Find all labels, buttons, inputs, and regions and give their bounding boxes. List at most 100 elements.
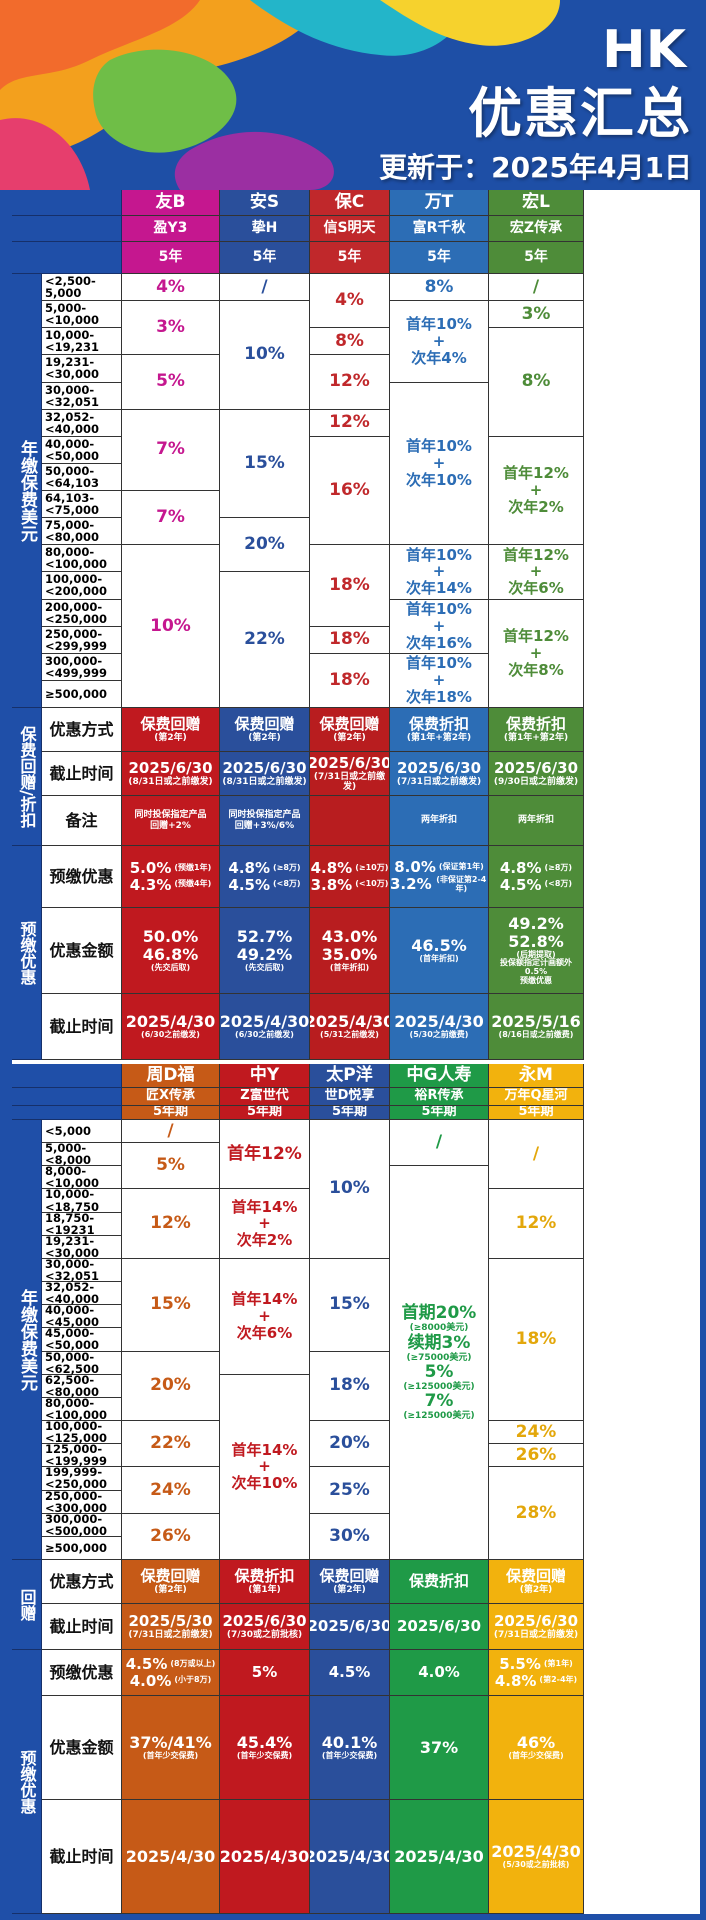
prepay-cond: (保证第1年)	[438, 862, 484, 872]
method-text: 保费回赠	[140, 715, 201, 734]
amount-text: 40.1%	[321, 1733, 378, 1753]
deadline-cell: 2025/6/30 (7/30或之前批核)	[220, 1604, 310, 1650]
amount-text: 49.2%	[236, 945, 293, 965]
discount-value: 首年14% + 次年2%	[231, 1197, 298, 1250]
discount-cell: 15%	[220, 409, 310, 519]
prepay-line: 4.8% (第2-4年)	[495, 1672, 577, 1690]
prepay-rate: 3.2%	[390, 875, 432, 894]
discount-cell: 12%	[310, 355, 390, 410]
discount-value: 22%	[244, 629, 285, 650]
amount-cell: 37%/41% (首年少交保费)	[122, 1696, 220, 1800]
method-text: (第1年+第2年)	[503, 732, 569, 743]
amount-text: (首年折扣)	[329, 962, 370, 972]
pdl-text: (5/30或之前批核)	[502, 1859, 570, 1869]
deadline-text: 2025/6/30	[222, 1612, 307, 1631]
amount-cell: 46% (首年少交保费)	[489, 1696, 584, 1800]
discount-cell: 18%	[489, 1258, 584, 1422]
amount-text: 52.7%	[236, 927, 293, 947]
prepay-cell: 4.5%	[310, 1650, 390, 1696]
prepay-rate: 4.5%	[125, 1654, 168, 1673]
discount-cell: 7%	[122, 491, 220, 546]
discount-cell: 首年14% + 次年6%	[220, 1258, 310, 1375]
discount-value: 20%	[329, 1433, 370, 1454]
col-product-1: Z富世代	[220, 1088, 310, 1106]
prepay-rate: 8.0%	[394, 858, 436, 877]
method-text: 保费折扣	[505, 715, 566, 734]
prepay-line: 4.8% (≥8万)	[499, 858, 572, 877]
prepay-cond: (预缴1年)	[174, 862, 212, 872]
method-text: (第1年)	[248, 1584, 281, 1595]
discount-value: /	[532, 1143, 540, 1164]
discount-cell: 18%	[310, 545, 390, 627]
discount-value: /	[435, 1132, 443, 1153]
discount-cell: 首年12% + 次年6%	[489, 545, 584, 600]
pdl-cell: 2025/4/30 (5/30之前缴费)	[390, 994, 489, 1060]
discount-cell: 16%	[310, 436, 390, 546]
prepay-rate: 4.5%	[228, 875, 270, 894]
pdl-cell: 2025/4/30 (6/30之前缴发)	[220, 994, 310, 1060]
premium-range: 80,000-<100,000	[42, 545, 122, 573]
discount-value: 7%	[156, 439, 185, 460]
prepay-cond: (≥8万)	[273, 862, 301, 872]
col-term-0: 5年期	[122, 1106, 220, 1120]
col-term-4: 5年	[489, 242, 584, 274]
discount-value: 首年14% + 次年6%	[231, 1290, 298, 1342]
pdl-text: (6/30之前缴发)	[141, 1029, 200, 1039]
discount-cell: 首年12%	[220, 1120, 310, 1190]
premium-range: 40,000-<45,000	[42, 1304, 122, 1328]
pdl-text: (8/16日或之前缴费)	[498, 1029, 574, 1039]
side-prepay-label: 预缴优惠	[12, 846, 42, 1060]
prepay-cell: 5.5% (第1年) 4.8% (第2-4年)	[489, 1650, 584, 1696]
amount-text: 46%	[516, 1733, 556, 1753]
premium-range: 50,000-<62,500	[42, 1351, 122, 1375]
premium-range: 19,231-<30,000	[42, 355, 122, 383]
discount-cell: 15%	[122, 1258, 220, 1352]
prepay-rate: 4.3%	[129, 875, 172, 894]
prepay-rate: 4.5%	[499, 875, 542, 894]
amount-text: (首年少交保费)	[508, 1750, 564, 1760]
discount-value: 8%	[521, 371, 551, 392]
deadline-text: (7/31日或之前缴发)	[128, 1629, 213, 1640]
deadline-cell: 2025/6/30 (7/31日或之前缴发)	[489, 1604, 584, 1650]
discount-cell: /	[489, 1120, 584, 1190]
discount-value: 26%	[150, 1525, 191, 1546]
prepay-line: 5%	[252, 1664, 277, 1681]
discount-value: 20%	[244, 534, 285, 555]
prepay-cell: 4.8% (≥10万) 3.8% (<10万)	[310, 846, 390, 908]
pdl-cell: 2025/4/30	[122, 1800, 220, 1914]
deadline-text: 2025/6/30	[493, 1612, 579, 1631]
prepay-line: 4.5% (8万或以上)	[125, 1654, 216, 1673]
premium-range: 45,000-<50,000	[42, 1327, 122, 1352]
pdl-cell: 2025/4/30	[220, 1800, 310, 1914]
method-cell: 保费回赠 (第2年)	[220, 708, 310, 752]
note-text: 同时投保指定产品 回赠+2%	[134, 810, 207, 831]
prepay-cond: (第1年)	[543, 1658, 573, 1668]
method-cell: 保费回赠 (第2年)	[122, 708, 220, 752]
header-spacer	[12, 216, 122, 242]
amount-text: (首年少交保费)	[236, 1750, 293, 1760]
method-text: 保费回赠	[505, 1567, 566, 1586]
amount-cell: 50.0% 46.8% (先交后取)	[122, 908, 220, 994]
discount-value: 7%	[156, 507, 185, 528]
discount-value: 15%	[244, 452, 285, 473]
side-gift-label: 保费回赠/折扣	[12, 708, 42, 846]
header-spacer	[12, 1064, 122, 1088]
prepay-rate: 4.8%	[499, 858, 542, 877]
note-cell: 同时投保指定产品 回赠+2%	[122, 796, 220, 846]
row-label: 截止时间	[42, 752, 122, 796]
premium-range: 50,000-<64,103	[42, 463, 122, 491]
deadline-cell: 2025/6/30 (7/31日或之前缴发)	[310, 752, 390, 796]
col-brand-1: 中Y	[220, 1064, 310, 1088]
method-cell: 保费回赠 (第2年)	[122, 1560, 220, 1604]
discount-cell: 8%	[390, 274, 489, 302]
pdl-text: 2025/5/16	[491, 1012, 581, 1032]
amount-text: 46.5%	[411, 936, 467, 956]
prepay-line: 3.2% (非保证第2-4年)	[390, 875, 488, 894]
discount-value: 18%	[329, 629, 370, 650]
prepay-cell: 4.0%	[390, 1650, 489, 1696]
col-term-3: 5年期	[390, 1106, 489, 1120]
side-prepay-label: 预缴优惠	[12, 1650, 42, 1914]
discount-cell: 首年10% + 次年4%	[390, 301, 489, 383]
note-cell: 两年折扣	[489, 796, 584, 846]
discount-cell: 10%	[220, 301, 310, 410]
